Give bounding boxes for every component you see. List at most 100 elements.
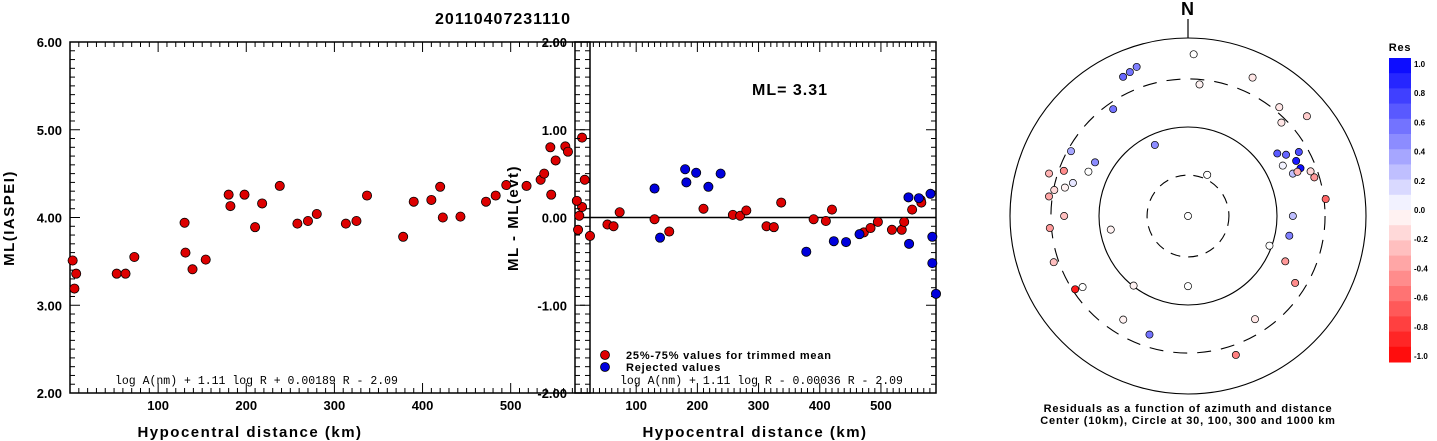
distance-ring xyxy=(1050,78,1326,354)
panel-residual-vs-distance: -2.00 -1.00 0.00 1.00 2.00 100 200 300 400 500 Hy… xyxy=(505,35,942,441)
y-tick-label: 3.00 xyxy=(37,298,62,313)
colorbar-cell xyxy=(1389,134,1411,150)
colorbar-cell xyxy=(1389,118,1411,135)
station-point xyxy=(1071,285,1080,294)
data-point xyxy=(129,251,140,262)
colorbar-cell xyxy=(1389,270,1411,287)
data-point xyxy=(545,142,556,153)
station-point xyxy=(1282,150,1290,159)
x-tick-label: 100 xyxy=(625,398,647,413)
data-point xyxy=(681,177,692,188)
data-point xyxy=(398,231,409,242)
station-point xyxy=(1045,224,1054,233)
station-point xyxy=(1302,112,1311,121)
station-point xyxy=(1273,149,1282,158)
legend-label-trimmed: 25%-75% values for trimmed mean xyxy=(626,350,832,362)
colorbar-tick-labels: 1.0 0.8 0.6 0.4 0.2 0.0 -0.2 -0.4 -0.6 -0.8 -1.0 xyxy=(1414,60,1428,361)
legend-swatch-rejected xyxy=(600,362,610,372)
station-point xyxy=(1067,147,1075,156)
station-point xyxy=(1059,166,1068,175)
legend-swatch-trimmed xyxy=(600,350,610,360)
y-tick-label: 4.00 xyxy=(37,211,62,226)
station-point xyxy=(1231,351,1240,359)
station-point xyxy=(1106,225,1115,234)
data-point xyxy=(741,205,752,216)
station-point xyxy=(1278,161,1287,170)
station-point xyxy=(1078,283,1087,292)
data-point xyxy=(71,268,82,279)
data-point xyxy=(455,211,466,222)
data-point xyxy=(579,174,590,185)
data-point xyxy=(120,268,131,279)
data-point xyxy=(927,231,938,242)
distance-rings xyxy=(1009,37,1367,395)
data-point xyxy=(768,222,779,233)
data-point xyxy=(69,283,80,294)
data-point xyxy=(649,214,660,225)
station-points xyxy=(1045,50,1330,359)
y-axis-label: ML(IASPEI) xyxy=(1,170,18,266)
colorbar-cell xyxy=(1389,58,1411,74)
colorbar-cell xyxy=(1389,346,1411,363)
x-tick-label: 400 xyxy=(412,398,434,413)
data-point xyxy=(680,164,691,175)
station-point xyxy=(1275,103,1284,112)
data-point xyxy=(573,224,584,235)
x-tick-label: 200 xyxy=(235,398,257,413)
y-tick-label: -1.00 xyxy=(537,298,567,313)
data-point xyxy=(437,212,448,223)
data-point xyxy=(179,217,190,228)
data-point xyxy=(408,196,419,207)
station-point xyxy=(1145,330,1154,339)
tick-marks xyxy=(575,41,936,394)
data-point xyxy=(907,204,918,215)
data-point xyxy=(340,218,351,229)
colorbar-tick-label: 0.6 xyxy=(1414,118,1426,127)
colorbar-cell xyxy=(1389,301,1411,317)
data-point xyxy=(854,229,865,240)
station-point xyxy=(1248,73,1257,82)
residual-colorbar: Res 1.0 0.8 0.6 0.4 0.2 0.0 -0.2 -0.4 -0.6 -0.8 -1… xyxy=(1389,42,1428,363)
x-tick-label: 100 xyxy=(147,398,169,413)
y-axis-label: ML - ML(evt) xyxy=(505,165,522,271)
x-tick-label: 500 xyxy=(870,398,892,413)
station-point xyxy=(1288,212,1297,220)
station-point xyxy=(1291,278,1300,287)
station-point xyxy=(1060,212,1069,220)
colorbar-cell xyxy=(1389,316,1411,333)
station-point xyxy=(1292,156,1301,165)
data-point xyxy=(899,216,910,227)
data-point xyxy=(480,196,491,207)
data-point xyxy=(225,201,236,212)
data-point xyxy=(435,181,446,192)
data-point xyxy=(200,254,211,265)
y-tick-label: 5.00 xyxy=(37,123,62,138)
station-point xyxy=(1184,282,1192,291)
station-point xyxy=(1045,192,1053,201)
y-tick-label: -2.00 xyxy=(537,386,567,401)
data-point xyxy=(67,255,78,266)
data-point xyxy=(776,197,787,208)
data-points xyxy=(571,164,942,299)
x-tick-label: 300 xyxy=(324,398,346,413)
data-point xyxy=(691,167,702,178)
data-point xyxy=(828,236,839,247)
x-tick-label: 300 xyxy=(748,398,770,413)
colorbar-tick-label: 1.0 xyxy=(1414,60,1426,69)
data-point xyxy=(865,223,876,234)
colorbar-tick-label: -1.0 xyxy=(1414,352,1428,361)
data-point xyxy=(302,216,313,227)
x-axis-label: Hypocentral distance (km) xyxy=(642,424,867,441)
north-label: N xyxy=(1181,0,1195,19)
data-point xyxy=(614,207,625,218)
data-point xyxy=(826,204,837,215)
data-point xyxy=(501,180,512,191)
station-point xyxy=(1109,105,1118,114)
y-tick-label: 2.00 xyxy=(542,35,567,50)
colorbar-tick-label: -0.6 xyxy=(1414,294,1428,303)
colorbar-cell xyxy=(1389,149,1411,165)
colorbar-cell xyxy=(1389,210,1411,226)
station-point xyxy=(1125,68,1134,77)
legend-label-rejected: Rejected values xyxy=(626,362,721,374)
data-point xyxy=(426,194,437,205)
